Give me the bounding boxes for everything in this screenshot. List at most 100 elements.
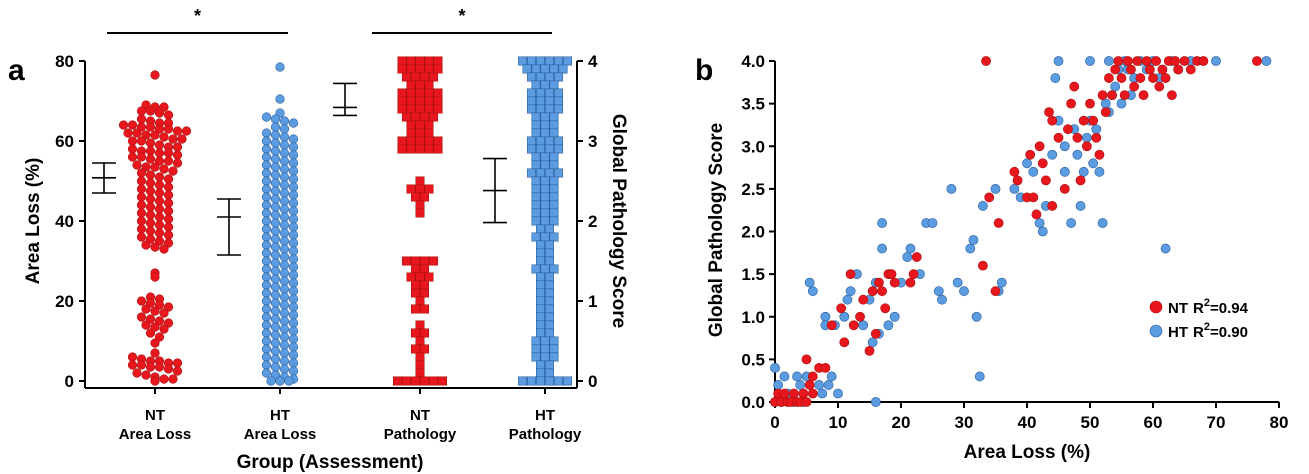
panel-a-point xyxy=(288,142,299,152)
panel-a-point xyxy=(270,346,281,356)
panel-a-point xyxy=(136,296,147,306)
panel-a-point xyxy=(270,250,281,260)
panel-b-point xyxy=(842,294,853,305)
panel-a-point xyxy=(154,212,165,222)
panel-a-point xyxy=(154,148,165,158)
panel-a-point xyxy=(553,144,563,154)
panel-a-point xyxy=(540,192,550,202)
panel-b-point xyxy=(952,277,963,288)
panel-a-point xyxy=(261,320,272,330)
panel-a-point xyxy=(535,72,545,82)
panel-a-point xyxy=(141,304,151,314)
panel-a-point xyxy=(531,120,541,130)
panel-a-point xyxy=(261,224,272,234)
panel-a-point xyxy=(163,156,174,166)
panel-b-x-tick-label: 70 xyxy=(1207,413,1226,432)
panel-a-point xyxy=(150,376,160,386)
panel-a-point xyxy=(261,200,272,210)
panel-a-point xyxy=(163,124,174,134)
panel-a-left-ticks: 0 20 40 60 80 xyxy=(55,52,85,391)
panel-b-point xyxy=(1116,98,1127,109)
panel-a-point xyxy=(535,368,545,378)
panel-a-point xyxy=(544,240,554,250)
panel-a-point xyxy=(424,144,434,154)
panel-b-point xyxy=(779,388,790,399)
panel-b-point xyxy=(1160,243,1171,254)
panel-a-point xyxy=(406,184,416,194)
panel-b-point xyxy=(820,311,831,322)
panel-a-point xyxy=(410,344,420,354)
panel-a-point xyxy=(163,110,174,120)
panel-a-point xyxy=(549,120,559,130)
panel-a-point xyxy=(261,248,272,258)
panel-a-point xyxy=(279,140,290,150)
panel-a-point xyxy=(270,330,281,340)
panel-a-point xyxy=(261,280,272,290)
panel-a-point xyxy=(279,332,290,342)
panel-b-point xyxy=(1160,73,1171,83)
panel-b-legend: NT R2=0.94 HT R2=0.90 xyxy=(1149,297,1249,341)
panel-a-point xyxy=(415,208,425,218)
panel-b-point xyxy=(1113,56,1124,66)
panel-b-point xyxy=(1072,149,1083,160)
panel-a-point xyxy=(553,96,563,106)
panel-a-point xyxy=(544,144,554,154)
panel-a-point xyxy=(397,144,407,154)
panel-a-point xyxy=(279,348,290,358)
panel-a-left-tick-label: 40 xyxy=(55,212,74,231)
panel-a-point xyxy=(288,302,299,312)
panel-a-point xyxy=(261,272,272,282)
panel-b-point xyxy=(1107,90,1117,100)
panel-b-point xyxy=(889,311,900,322)
panel-b-point xyxy=(1104,73,1114,83)
panel-a-point xyxy=(419,376,429,386)
panel-a-point xyxy=(127,352,138,362)
panel-b-point xyxy=(826,320,837,331)
panel-b-point xyxy=(968,235,979,245)
panel-a-point xyxy=(401,112,411,122)
panel-a-point xyxy=(172,158,183,168)
panel-b-point xyxy=(807,286,818,297)
panel-b-point xyxy=(848,320,859,331)
panel-b-point xyxy=(817,388,828,399)
panel-b-point xyxy=(1028,192,1039,203)
panel-a-category-line1: NT xyxy=(410,407,430,424)
panel-a-point xyxy=(154,108,165,118)
panel-b-point xyxy=(833,388,843,399)
panel-a-point xyxy=(154,220,165,230)
panel-a-point xyxy=(397,56,407,66)
panel-b-point xyxy=(1075,201,1086,211)
panel-b-point xyxy=(1122,56,1133,66)
panel-b-x-axis-title: Area Loss (%) xyxy=(964,442,1091,463)
panel-a-point xyxy=(270,178,281,188)
panel-b-point xyxy=(1100,107,1111,118)
panel-a-point xyxy=(406,104,416,114)
panel-a-point xyxy=(261,168,272,178)
panel-b-point xyxy=(933,286,944,297)
panel-a-point xyxy=(428,256,438,266)
panel-b-point xyxy=(826,371,837,382)
panel-a-point xyxy=(275,94,285,104)
panel-a-point xyxy=(288,262,299,272)
panel-a-point xyxy=(540,264,550,274)
legend-ht-marker xyxy=(1149,324,1163,338)
panel-a-point xyxy=(535,328,545,338)
panel-b-point xyxy=(855,311,865,322)
panel-a-point xyxy=(540,112,550,122)
panel-a-point xyxy=(540,184,550,194)
panel-a-point xyxy=(261,312,272,322)
panel-a-point xyxy=(270,114,281,124)
panel-b-point xyxy=(880,303,891,314)
panel-b-point xyxy=(1009,183,1020,194)
panel-a-point xyxy=(553,88,563,98)
panel-a-point xyxy=(415,144,425,154)
panel-a-point xyxy=(410,280,420,290)
panel-a-point xyxy=(544,376,554,386)
panel-a-point xyxy=(279,276,290,286)
panel-a-right-tick-label: 4 xyxy=(588,52,598,71)
panel-a-point xyxy=(270,138,281,148)
panel-a-point xyxy=(163,174,174,184)
panel-a-point xyxy=(279,356,290,366)
panel-a-point xyxy=(145,138,156,148)
panel-b-point xyxy=(990,286,1001,297)
